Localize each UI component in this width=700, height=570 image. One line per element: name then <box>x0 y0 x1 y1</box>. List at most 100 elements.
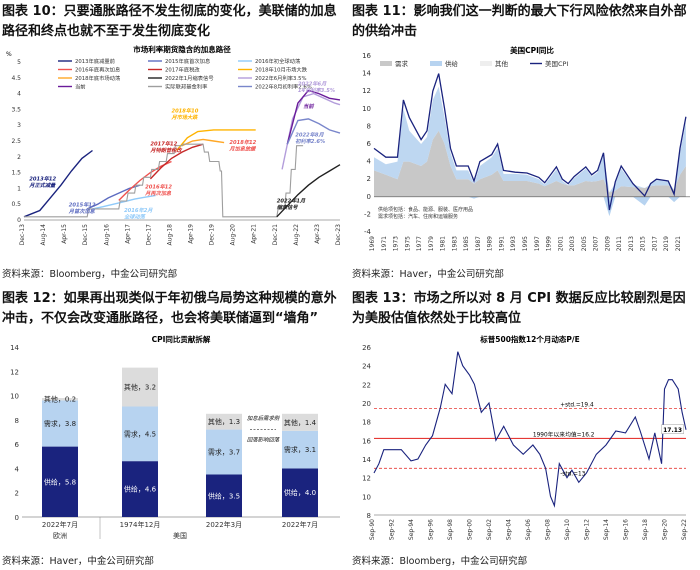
minus-std-label: -std.=13 <box>560 471 585 477</box>
bar-segment <box>42 398 78 401</box>
x-tick-label: Dec-19 <box>209 224 216 246</box>
x-tick-label: Dec-21 <box>272 224 279 246</box>
x-tick-label: 1993 <box>510 236 517 251</box>
y-tick-label: 16 <box>362 437 371 445</box>
supply-area <box>374 86 686 193</box>
x-tick-label: Sep-12 <box>584 519 591 540</box>
legend-swatch <box>430 61 442 66</box>
x-tick-label: Sep-10 <box>564 519 571 540</box>
y-tick-label: 5 <box>17 59 21 66</box>
x-tick-label: 1973 <box>393 236 400 251</box>
y-tick-label: 12 <box>10 368 19 376</box>
y-tick-label: 1 <box>17 185 21 192</box>
annotation: 2017年12 <box>150 141 177 148</box>
x-tick-label: Dec-17 <box>145 224 152 246</box>
legend-label: 2015年底首次加息 <box>165 57 210 65</box>
x-tick-label: 1979 <box>428 236 435 251</box>
series-line <box>23 149 93 218</box>
y-tick-label: 6 <box>15 441 20 449</box>
x-tick-label: 2015 <box>640 236 647 251</box>
x-tick-label: 1977 <box>416 236 423 251</box>
series-line <box>281 92 341 170</box>
y-tick-label: 24 <box>362 363 371 371</box>
x-tick-label: Sep-04 <box>506 519 513 540</box>
y-tick-label: 2 <box>15 490 19 498</box>
x-tick-label: Dec-23 <box>335 224 342 246</box>
y-tick-label: 6 <box>367 140 372 148</box>
x-tick-label: 1971 <box>381 236 388 251</box>
bar-label: 其他，3.2 <box>124 383 156 392</box>
x-tick-label: Aug-18 <box>166 224 173 246</box>
y-tick-label: 0 <box>17 217 21 224</box>
x-tick-label: 2021 <box>675 236 682 251</box>
annotation: 加息后需求侧 <box>247 415 281 422</box>
y-tick-label: 4 <box>367 158 372 166</box>
x-tick-label: Sep-94 <box>408 519 415 540</box>
legend-label: 2016年底再次加息 <box>75 66 120 74</box>
y-tick-label: 4 <box>15 465 20 473</box>
annotation: 2018年12 <box>229 139 256 146</box>
bar-segment <box>122 367 158 407</box>
x-tick-label: 1987 <box>475 236 482 251</box>
x-tick-label: 2005 <box>581 236 588 251</box>
fig13-chart: 标普500指数12个月动态P/E 8 10 12 14 16 18 20 22 24 26 +std.… <box>362 334 688 540</box>
x-tick-label: Aug-22 <box>293 224 300 246</box>
annotation: 14日利率3.5% <box>298 87 335 94</box>
x-tick-label: 2009 <box>604 236 611 251</box>
annotation: 月市场大跌 <box>170 114 198 121</box>
annotation: 当前 <box>303 103 314 110</box>
x-tick-label: 2013 <box>628 236 635 251</box>
x-tick-label: 2003 <box>569 236 576 251</box>
x-tick-label: 1991 <box>498 236 505 251</box>
y-tick-label: 0 <box>15 514 19 522</box>
y-tick-label: 2 <box>17 154 21 161</box>
group-label: 美国 <box>173 531 187 540</box>
annotation: 2022年8月 <box>295 131 324 138</box>
series-line <box>92 194 156 210</box>
plus-std-label: +std.=19.4 <box>560 403 594 409</box>
x-tick-label: 2001 <box>557 236 564 251</box>
figure-11-source: 资料来源：Haver，中金公司研究部 <box>352 269 504 280</box>
legend-label: 2016年初全球动荡 <box>255 57 300 65</box>
y-tick-label: 12 <box>362 87 371 95</box>
x-tick-label: 1969 <box>369 236 376 251</box>
y-tick-label: -2 <box>364 210 371 218</box>
x-tick-label: Sep-92 <box>389 519 396 540</box>
x-tick-label: Dec-15 <box>82 224 89 246</box>
y-tick-label: 0 <box>367 193 371 201</box>
y-tick-label: 3.5 <box>11 106 21 113</box>
annotation: 回落影响回落 <box>247 437 281 444</box>
x-tick-label: 1983 <box>451 236 458 251</box>
legend-label: 2022年1月缩表信号 <box>165 74 214 82</box>
annotation: 月加息放缓 <box>228 146 256 153</box>
x-tick-label: Sep-06 <box>525 519 532 540</box>
x-tick-label: Apr-17 <box>124 224 131 244</box>
bar-label: 其他，0.2 <box>44 395 76 404</box>
x-tick-label: 2022年3月 <box>206 520 242 529</box>
bar-segment <box>206 413 242 430</box>
legend-label: 其他 <box>495 59 509 68</box>
legend-label: 2022年8月初利率2.6% <box>255 83 312 91</box>
x-tick-label: 2022年7月 <box>282 520 318 529</box>
x-tick-label: Apr-23 <box>314 224 321 244</box>
figure-12: 图表 12：如果再出现类似于年初俄乌局势这种规模的意外冲击，不仅会改变通胀路径，… <box>0 287 350 570</box>
annotation: 全球动荡 <box>124 214 147 221</box>
x-tick-label: 2017 <box>651 236 658 251</box>
fig11-chart: 美国CPI同比 -4 -2 0 2 4 6 8 10 12 14 16 需求 供给 其他 美国CPI 供给项包括… <box>362 45 690 251</box>
x-tick-label: Sep-20 <box>662 519 669 540</box>
x-tick-label: Sep-98 <box>447 519 454 540</box>
annotation: 2022年1月 <box>277 198 306 205</box>
figure-10-source: 资料来源：Bloomberg，中金公司研究部 <box>2 269 178 280</box>
y-tick-label: 3 <box>17 122 21 129</box>
figure-10: 图表 10：只要通胀路径不发生彻底的变化，美联储的加息路径和终点也就不至于发生彻… <box>0 0 350 285</box>
fig10-chart: 市场利率期货隐含的加息路径% 0 0.5 1 1.5 2 2.5 3 3.5 4 4.5 5 Dec-1… <box>6 44 342 246</box>
annotation: 月特朗普税改 <box>149 147 182 154</box>
bar-label: 需求，3.1 <box>284 445 316 454</box>
x-tick-label: Sep-08 <box>545 519 552 540</box>
legend-label: 2022年6月利率3.5% <box>255 74 307 82</box>
figure-13-source: 资料来源：Bloomberg，中金公司研究部 <box>352 556 528 567</box>
y-tick-label: 14 <box>10 344 19 352</box>
bar-label: 需求，4.5 <box>124 429 156 438</box>
x-tick-label: Sep-14 <box>603 519 610 540</box>
annotation: 2022年6月 <box>298 81 327 88</box>
